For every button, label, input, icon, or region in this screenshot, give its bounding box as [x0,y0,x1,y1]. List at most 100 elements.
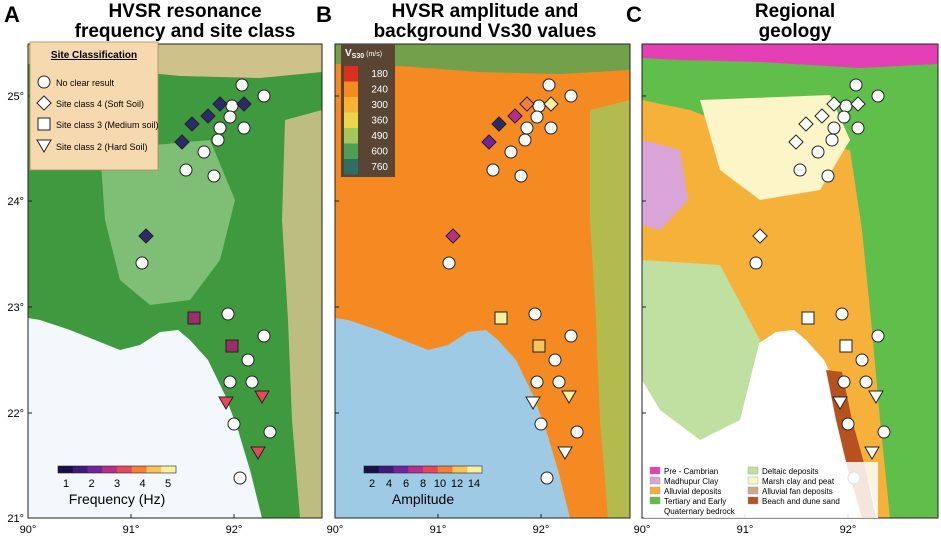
panel-a-title-line2: frequency and site class [74,21,296,42]
site-square-marker [225,339,239,353]
geology-swatch [649,496,661,505]
site-circle-marker [540,471,554,485]
site-triangle-marker [218,396,234,410]
site-diamond-marker [788,134,804,150]
site-circle-marker [227,417,241,431]
legend-triangle-icon [36,139,52,153]
site-circle-marker [821,169,835,183]
site-diamond-marker [491,116,507,132]
site-diamond-marker [519,96,535,112]
site-circle-marker [223,375,237,389]
amplitude-colorbar-segment [467,466,483,473]
geology-swatch [747,496,759,505]
site-circle-marker [257,89,271,103]
lat-label: 24° [7,196,24,208]
site-circle-marker [233,471,247,485]
lon-label: 90° [634,524,651,536]
panel-c-madhupur [642,140,688,230]
panel-a-lowland [100,140,235,305]
site-circle-marker [211,133,225,147]
panel-b-frame [334,43,631,519]
vs30-swatch [344,143,358,159]
vs30-swatch [344,66,358,82]
lon-label: 92° [226,524,243,536]
site-diamond-marker [184,116,200,132]
frequency-colorbar-segment [87,466,103,473]
site-circle-marker [837,375,851,389]
frequency-colorbar-label: Frequency (Hz) [69,491,165,507]
site-circle-marker [534,417,548,431]
site-circle-marker [245,375,259,389]
site-circle-marker [207,169,221,183]
lon-label: 92° [533,524,550,536]
site-legend-title: Site Classification [51,50,137,61]
panel-b-land [335,44,630,518]
vs30-value: 300 [371,100,388,111]
site-triangle-marker [561,390,577,404]
panel-a-map [28,44,322,518]
site-circle-marker [135,256,149,270]
vs30-value: 240 [371,85,388,96]
amplitude-colorbar-tick: 4 [386,478,392,490]
site-diamond-marker [507,108,523,124]
site-diamond-marker [850,96,866,112]
site-circle-marker [213,121,227,135]
site-triangle-marker [832,396,848,410]
geology-label: Tertiary and Early [664,497,726,506]
amplitude-colorbar-segment [452,466,468,473]
vs30-value: 600 [371,147,388,158]
site-circle-marker [518,133,532,147]
site-triangle-marker [868,390,884,404]
site-circle-marker [564,89,578,103]
site-diamond-marker [200,108,216,124]
lat-label: 22° [7,408,24,420]
vs30-title-sub: S30 [352,53,365,60]
site-circle-marker [237,121,251,135]
panel-b-title-line2: background Vs30 values [373,21,597,42]
panel-a-title: HVSR resonance frequency and site class [60,2,310,42]
geology-swatch [649,486,661,495]
site-diamond-marker [212,96,228,112]
lat-label: 21° [7,513,24,525]
vs30-swatch [344,159,358,175]
site-circle-marker [530,375,544,389]
geology-label: Marsh clay and peat [762,477,835,486]
geology-swatch [747,466,759,475]
lon-label: 91° [123,524,140,536]
amplitude-colorbar-label: Amplitude [392,491,454,507]
site-diamond-marker [174,134,190,150]
amplitude-colorbar-tick: 10 [434,478,446,490]
geology-legend-box [644,462,878,518]
lat-label: 23° [7,302,24,314]
site-diamond-marker [752,228,768,244]
amplitude-colorbar-segment [423,466,439,473]
site-circle-marker [235,78,249,92]
site-square-marker [532,339,546,353]
geology-label: Quaternary bedrock [664,507,736,516]
lon-label: 90° [327,524,344,536]
site-diamond-marker [445,228,461,244]
site-circle-marker [749,256,763,270]
geology-label: Alluvial deposits [664,487,721,496]
site-circle-marker [811,145,825,159]
site-circle-marker [544,121,558,135]
site-classification-legend: Site Classification No clear result Site… [29,41,159,171]
site-diamond-marker [826,96,842,112]
site-circle-marker [570,425,584,439]
vs30-title-main: V [345,48,352,59]
site-legend-box [29,41,159,171]
frequency-colorbar-segment [117,466,133,473]
site-circle-marker [849,78,863,92]
site-markers [135,78,891,485]
site-diamond-marker [236,96,252,112]
site-circle-marker [871,89,885,103]
panel-b-title: HVSR amplitude and background Vs30 value… [335,2,635,42]
frequency-colorbar-tick: 4 [139,478,145,490]
site-circle-marker [542,78,556,92]
vs30-swatch [344,81,358,97]
panel-b-map [335,44,630,518]
panel-a-frame [27,43,323,519]
geology-label: Pre - Cambrian [664,467,718,476]
lat-label: 25° [7,91,24,103]
